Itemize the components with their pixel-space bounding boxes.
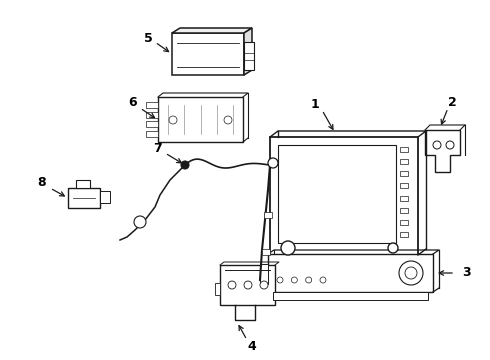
- Circle shape: [134, 216, 146, 228]
- Bar: [400, 232, 408, 237]
- Bar: [100, 191, 110, 203]
- Bar: [400, 195, 408, 201]
- Bar: [146, 121, 158, 127]
- Circle shape: [181, 161, 189, 169]
- Circle shape: [268, 158, 278, 168]
- Bar: [172, 33, 244, 75]
- Circle shape: [292, 277, 297, 283]
- Polygon shape: [244, 28, 252, 75]
- Bar: [278, 145, 396, 243]
- Text: 4: 4: [247, 339, 256, 352]
- Bar: [215, 283, 220, 295]
- Polygon shape: [172, 28, 252, 33]
- Bar: [146, 131, 158, 137]
- Circle shape: [320, 277, 326, 283]
- Bar: [244, 42, 254, 70]
- Text: 8: 8: [38, 176, 47, 189]
- Circle shape: [405, 267, 417, 279]
- Bar: [146, 112, 158, 118]
- Circle shape: [169, 116, 177, 124]
- Bar: [68, 188, 100, 208]
- Polygon shape: [425, 130, 460, 172]
- Text: 3: 3: [462, 266, 470, 279]
- Text: 7: 7: [152, 141, 161, 154]
- Bar: [273, 292, 428, 300]
- Bar: [400, 171, 408, 176]
- Bar: [262, 249, 270, 255]
- Circle shape: [399, 261, 423, 285]
- Circle shape: [446, 141, 454, 149]
- Circle shape: [260, 281, 268, 289]
- Text: 6: 6: [129, 96, 137, 109]
- Circle shape: [277, 277, 283, 283]
- Bar: [158, 97, 243, 142]
- Bar: [400, 159, 408, 164]
- Circle shape: [433, 141, 441, 149]
- Bar: [400, 184, 408, 188]
- FancyBboxPatch shape: [270, 137, 418, 255]
- Circle shape: [228, 281, 236, 289]
- Circle shape: [244, 281, 252, 289]
- Bar: [220, 265, 275, 305]
- Bar: [146, 102, 158, 108]
- Circle shape: [281, 241, 295, 255]
- Bar: [76, 180, 90, 188]
- Bar: [268, 254, 433, 292]
- Text: 5: 5: [144, 31, 152, 45]
- Bar: [400, 220, 408, 225]
- Bar: [400, 208, 408, 213]
- Bar: [264, 212, 272, 218]
- Bar: [260, 264, 268, 284]
- Circle shape: [224, 116, 232, 124]
- Circle shape: [306, 277, 312, 283]
- Circle shape: [388, 243, 398, 253]
- Text: 1: 1: [311, 99, 319, 112]
- Text: 2: 2: [448, 96, 456, 109]
- Bar: [400, 147, 408, 152]
